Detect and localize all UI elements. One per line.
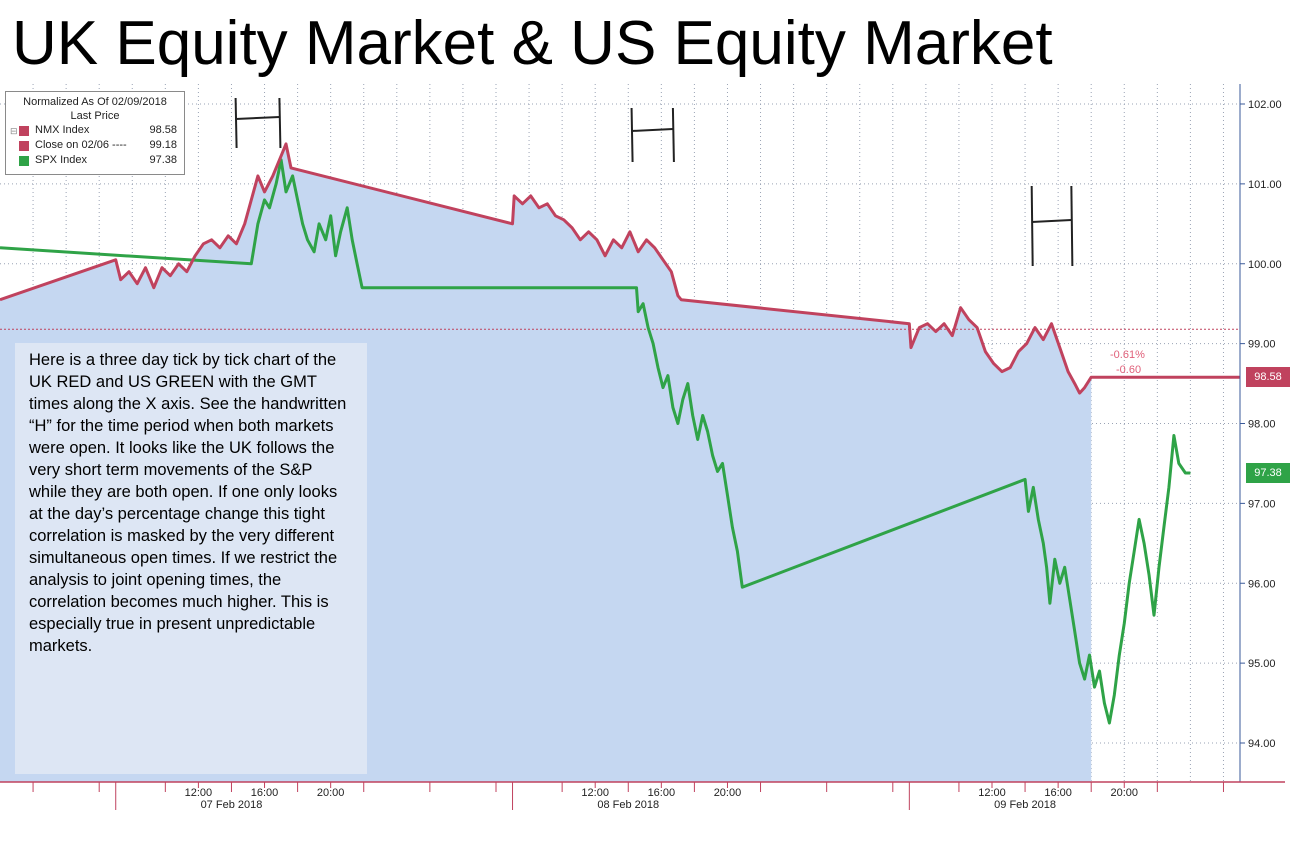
legend-header: Normalized As Of 02/09/2018 [23, 96, 167, 108]
y-tick-label: 102.00 [1248, 99, 1282, 111]
legend-value: 97.38 [149, 154, 177, 166]
legend-label: NMX Index [35, 124, 90, 136]
legend-value: 99.18 [149, 139, 177, 151]
h-left-stroke [1030, 185, 1034, 267]
x-tick-label: 16:00 [648, 787, 676, 799]
h-crossbar [631, 128, 673, 132]
x-tick-label: 16:00 [251, 787, 279, 799]
h-left-stroke [630, 107, 634, 163]
handwritten-h-marker [1030, 185, 1074, 267]
nmx-last-price-tag: 98.58 [1246, 367, 1290, 387]
y-tick-label: 98.00 [1248, 419, 1276, 431]
x-date-label: 08 Feb 2018 [597, 799, 659, 811]
x-tick-label: 12:00 [581, 787, 609, 799]
h-crossbar [235, 116, 280, 120]
x-date-label: 09 Feb 2018 [994, 799, 1056, 811]
handwritten-h-marker [630, 107, 675, 163]
handwritten-h-marker [234, 97, 282, 149]
commentary-textbox: Here is a three day tick by tick chart o… [15, 343, 367, 774]
y-tick-label: 101.00 [1248, 179, 1282, 191]
x-tick-label: 12:00 [978, 787, 1006, 799]
nmx-series-line [0, 142, 1240, 395]
y-tick-label: 99.00 [1248, 339, 1276, 351]
abs-change-label: -0.60 [1116, 364, 1142, 376]
h-right-stroke [278, 97, 282, 149]
pct-change-label: -0.61% [1110, 349, 1145, 361]
y-tick-label: 94.00 [1248, 738, 1276, 750]
chart-legend: Normalized As Of 02/09/2018 Last Price ⊟… [5, 91, 185, 175]
x-tick-label: 20:00 [714, 787, 742, 799]
spx-series-line [0, 158, 1191, 725]
slide-title: UK Equity Market & US Equity Market [12, 9, 1053, 78]
handwritten-h-markers [234, 97, 1074, 267]
y-tick-label: 97.00 [1248, 498, 1276, 510]
legend-swatch-nmx [19, 126, 29, 136]
y-tick-label: 96.00 [1248, 578, 1276, 590]
spx-last-price-tag: 97.38 [1246, 463, 1290, 483]
legend-value: 98.58 [149, 124, 177, 136]
x-tick-label: 16:00 [1044, 787, 1072, 799]
legend-subheader: Last Price [70, 110, 120, 122]
x-date-label: 07 Feb 2018 [201, 799, 263, 811]
x-tick-label: 20:00 [317, 787, 345, 799]
h-right-stroke [671, 107, 675, 163]
x-tick-label: 12:00 [185, 787, 213, 799]
legend-swatch-spx [19, 156, 29, 166]
legend-tree-icon: ⊟ [10, 126, 18, 136]
x-tick-label: 20:00 [1111, 787, 1139, 799]
chart-axes: 102.00 101.00 100.00 99.00 98.00 97.00 96.00 95… [0, 84, 1285, 811]
h-right-stroke [1070, 185, 1074, 267]
legend-label: Close on 02/06 ---- [35, 139, 127, 151]
h-left-stroke [234, 97, 238, 149]
y-tick-label: 95.00 [1248, 658, 1276, 670]
legend-item-spx: SPX Index 97.38 [11, 153, 179, 168]
legend-item-close: Close on 02/06 ---- 99.18 [11, 138, 179, 153]
series-layer [0, 142, 1240, 725]
legend-swatch-close [19, 141, 29, 151]
legend-item-nmx: ⊟ NMX Index 98.58 [10, 123, 179, 138]
y-tick-label: 100.00 [1248, 259, 1282, 271]
legend-label: SPX Index [35, 154, 87, 166]
h-crossbar [1031, 219, 1072, 223]
